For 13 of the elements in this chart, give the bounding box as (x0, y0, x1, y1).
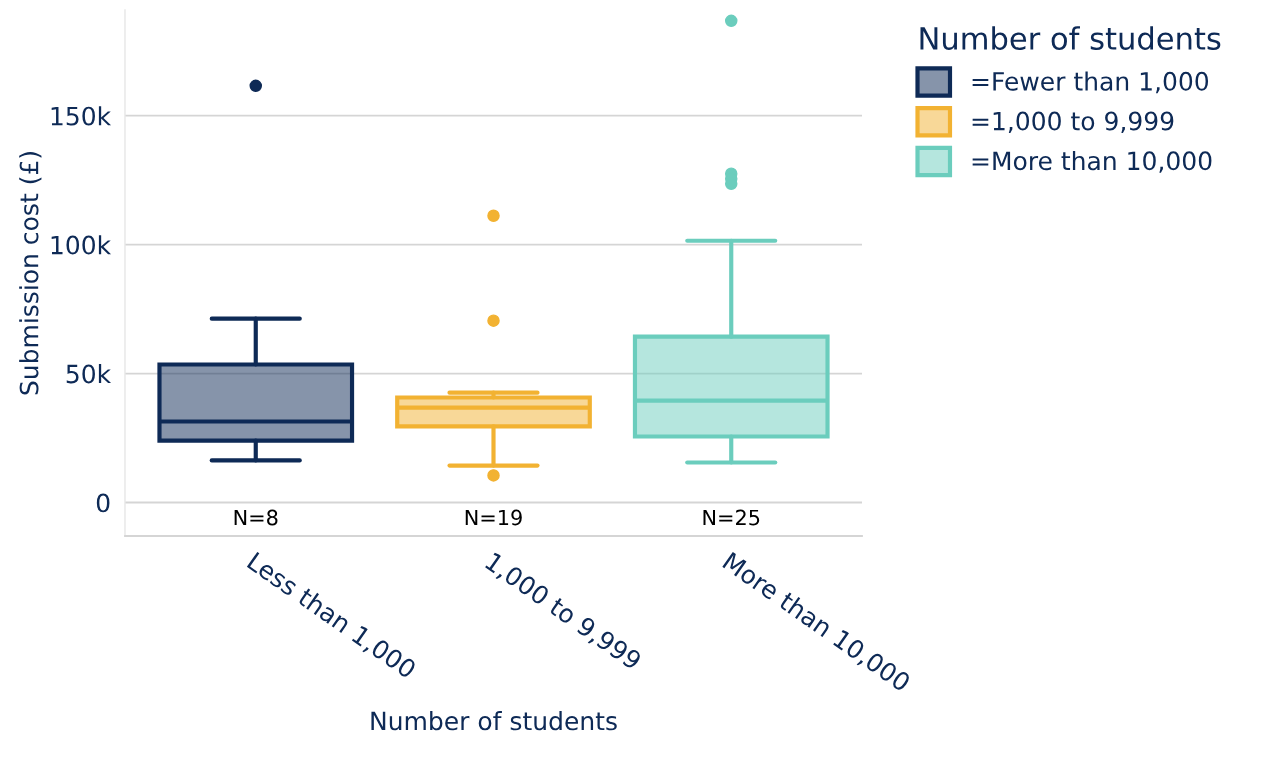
legend-label: =Fewer than 1,000 (972, 71, 1209, 94)
legend-label: =1,000 to 9,999 (972, 111, 1174, 134)
legend-label: =More than 10,000 (972, 150, 1212, 173)
annotation: N=8 (234, 509, 278, 526)
annotation: N=19 (465, 509, 522, 526)
y-tick-label: 100k (51, 235, 112, 255)
legend-title: Number of students (920, 26, 1221, 50)
y-axis-title: Submission cost (£) (19, 152, 42, 395)
y-tick-label: 0 (96, 493, 110, 513)
x-axis-title: Number of students (371, 711, 617, 731)
y-tick-label: 50k (66, 364, 112, 384)
y-tick-label: 150k (51, 106, 112, 126)
annotation: N=25 (703, 509, 760, 526)
